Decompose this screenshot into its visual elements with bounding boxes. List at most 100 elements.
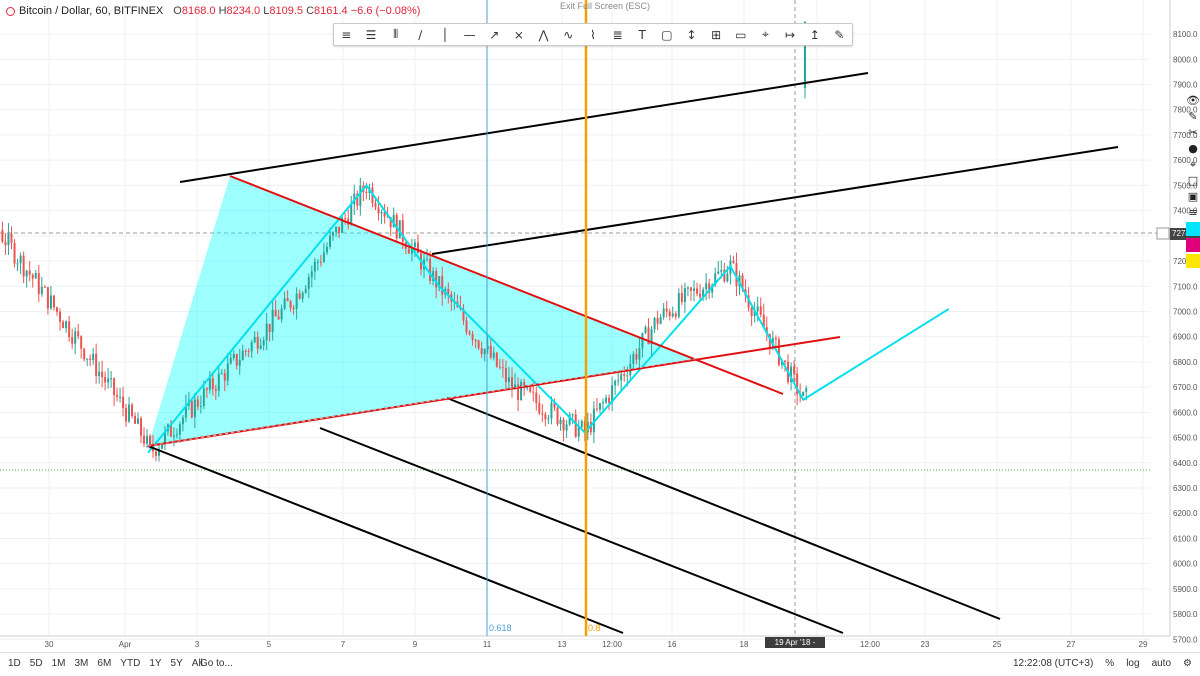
brush-icon[interactable]: ✎ bbox=[834, 27, 845, 42]
long-position-icon[interactable]: ↕ bbox=[686, 27, 697, 42]
candle-body bbox=[289, 301, 292, 308]
range-button-1y[interactable]: 1Y bbox=[149, 658, 162, 669]
gann-box-icon[interactable]: ⊞ bbox=[711, 27, 722, 42]
candle-body bbox=[259, 345, 262, 349]
ohlc-values: O8168.0 H8234.0 L8109.5 C8161.4 −6.6 (−0… bbox=[173, 5, 421, 17]
fib-retracement-icon[interactable]: ≣ bbox=[612, 27, 623, 42]
candle-body bbox=[662, 308, 665, 318]
candle-body bbox=[62, 321, 65, 329]
candle-body bbox=[711, 285, 714, 293]
candle-body bbox=[480, 348, 483, 355]
xabcd-pattern-icon[interactable]: ⋀ bbox=[538, 27, 549, 42]
range-button-5y[interactable]: 5Y bbox=[170, 658, 183, 669]
range-button-1m[interactable]: 1M bbox=[51, 658, 66, 669]
candle-body bbox=[426, 258, 429, 260]
ruler-icon[interactable]: ✂ bbox=[1188, 126, 1198, 139]
abcd-pattern-icon[interactable]: ⨯ bbox=[513, 27, 524, 42]
candle-body bbox=[169, 424, 172, 437]
candle-body bbox=[283, 298, 286, 309]
price-tick-label: 6600.0 bbox=[1173, 408, 1198, 417]
crosshair-icon[interactable]: ⌖ bbox=[762, 27, 769, 41]
auto-toggle[interactable]: auto bbox=[1151, 658, 1172, 669]
candle-body bbox=[217, 373, 220, 391]
candle-body bbox=[350, 204, 353, 225]
log-toggle[interactable]: log bbox=[1126, 658, 1140, 669]
candle-body bbox=[110, 378, 113, 380]
range-button-3m[interactable]: 3M bbox=[74, 658, 89, 669]
candle-body bbox=[765, 327, 768, 334]
candle-body bbox=[313, 261, 316, 272]
swatch-yellow[interactable] bbox=[1186, 254, 1200, 268]
horizontal-line-icon[interactable]: — bbox=[463, 27, 476, 42]
swatch-cyan[interactable] bbox=[1186, 222, 1200, 236]
candle-body bbox=[526, 387, 529, 389]
candle-body bbox=[495, 352, 498, 367]
candle-body bbox=[238, 360, 241, 366]
time-tick-label: 12:00 bbox=[860, 640, 881, 649]
swatch-magenta[interactable] bbox=[1186, 238, 1200, 252]
trend-line-icon[interactable]: ∕ bbox=[418, 27, 423, 42]
candle-body bbox=[1, 230, 4, 242]
eye-icon[interactable]: 👁 bbox=[1186, 94, 1200, 107]
range-button-ytd[interactable]: YTD bbox=[120, 658, 141, 669]
candle-body bbox=[750, 307, 753, 317]
cypher-pattern-icon[interactable]: ⌇ bbox=[589, 27, 596, 42]
goto-button[interactable]: Go to... bbox=[200, 658, 233, 669]
pencil-icon[interactable]: ✎ bbox=[1188, 110, 1198, 123]
time-tick-label: 27 bbox=[1067, 640, 1076, 649]
candle-body bbox=[735, 263, 738, 287]
camera-icon[interactable]: ▣ bbox=[1187, 190, 1199, 203]
ray-icon[interactable]: ↗ bbox=[489, 27, 500, 42]
candle-body bbox=[483, 349, 486, 355]
gear-icon[interactable]: ⚙ bbox=[1183, 658, 1192, 669]
triangle-pattern-fill bbox=[148, 176, 696, 446]
candle-body bbox=[40, 286, 43, 295]
candle-body bbox=[693, 288, 695, 291]
candle-body bbox=[665, 308, 668, 312]
percent-toggle[interactable]: % bbox=[1105, 658, 1115, 669]
rectangle-icon[interactable]: ▭ bbox=[735, 27, 747, 42]
candle-body bbox=[31, 274, 34, 279]
vertical-line-icon[interactable]: │ bbox=[441, 27, 449, 42]
candle-body bbox=[223, 373, 226, 381]
lock-icon[interactable]: □ bbox=[1187, 174, 1199, 187]
regression-trend-icon[interactable]: ☰ bbox=[365, 27, 377, 42]
dot-icon[interactable]: ● bbox=[1188, 142, 1198, 155]
exit-fullscreen-hint[interactable]: Exit Full Screen (ESC) bbox=[560, 1, 651, 11]
time-tick-label: 9 bbox=[413, 640, 418, 649]
elliott-wave-icon[interactable]: ∿ bbox=[563, 27, 574, 42]
symbol-title[interactable]: Bitcoin / Dollar, 60, BITFINEX bbox=[19, 5, 164, 17]
range-button-1d[interactable]: 1D bbox=[8, 658, 21, 669]
candle-body bbox=[95, 353, 98, 377]
candle-body bbox=[756, 306, 759, 312]
candle-body bbox=[574, 414, 577, 437]
range-button-6m[interactable]: 6M bbox=[97, 658, 112, 669]
channel-line bbox=[147, 445, 624, 634]
candle-body bbox=[59, 311, 62, 322]
callout-icon[interactable]: ▢ bbox=[661, 27, 673, 42]
candle-body bbox=[592, 408, 595, 433]
pitchfork-icon[interactable]: ⫴ bbox=[393, 27, 399, 41]
candle-body bbox=[338, 226, 341, 233]
range-button-all[interactable]: All bbox=[191, 658, 203, 669]
candle-body bbox=[410, 246, 413, 254]
candle-body bbox=[702, 289, 705, 298]
layers-icon[interactable]: ≡ bbox=[1188, 206, 1198, 219]
candle-body bbox=[468, 332, 471, 335]
candle-body bbox=[717, 271, 720, 274]
candle-body bbox=[804, 21, 806, 89]
bottom-right-tools: 12:22:08 (UTC+3) % log auto ⚙ bbox=[1013, 658, 1192, 669]
price-range-icon[interactable]: ↥ bbox=[809, 27, 820, 42]
candle-body bbox=[128, 404, 131, 422]
date-range-icon[interactable]: ↦ bbox=[785, 27, 796, 42]
candle-body bbox=[611, 385, 614, 403]
text-icon[interactable]: T bbox=[638, 27, 646, 42]
parallel-channel-icon[interactable]: ≡ bbox=[341, 27, 352, 42]
candle-body bbox=[632, 354, 635, 364]
magnet-icon[interactable]: ⌖ bbox=[1189, 158, 1197, 171]
candle-body bbox=[316, 261, 319, 263]
range-button-5d[interactable]: 5D bbox=[29, 658, 43, 669]
price-tick-label: 7800.0 bbox=[1173, 106, 1198, 115]
